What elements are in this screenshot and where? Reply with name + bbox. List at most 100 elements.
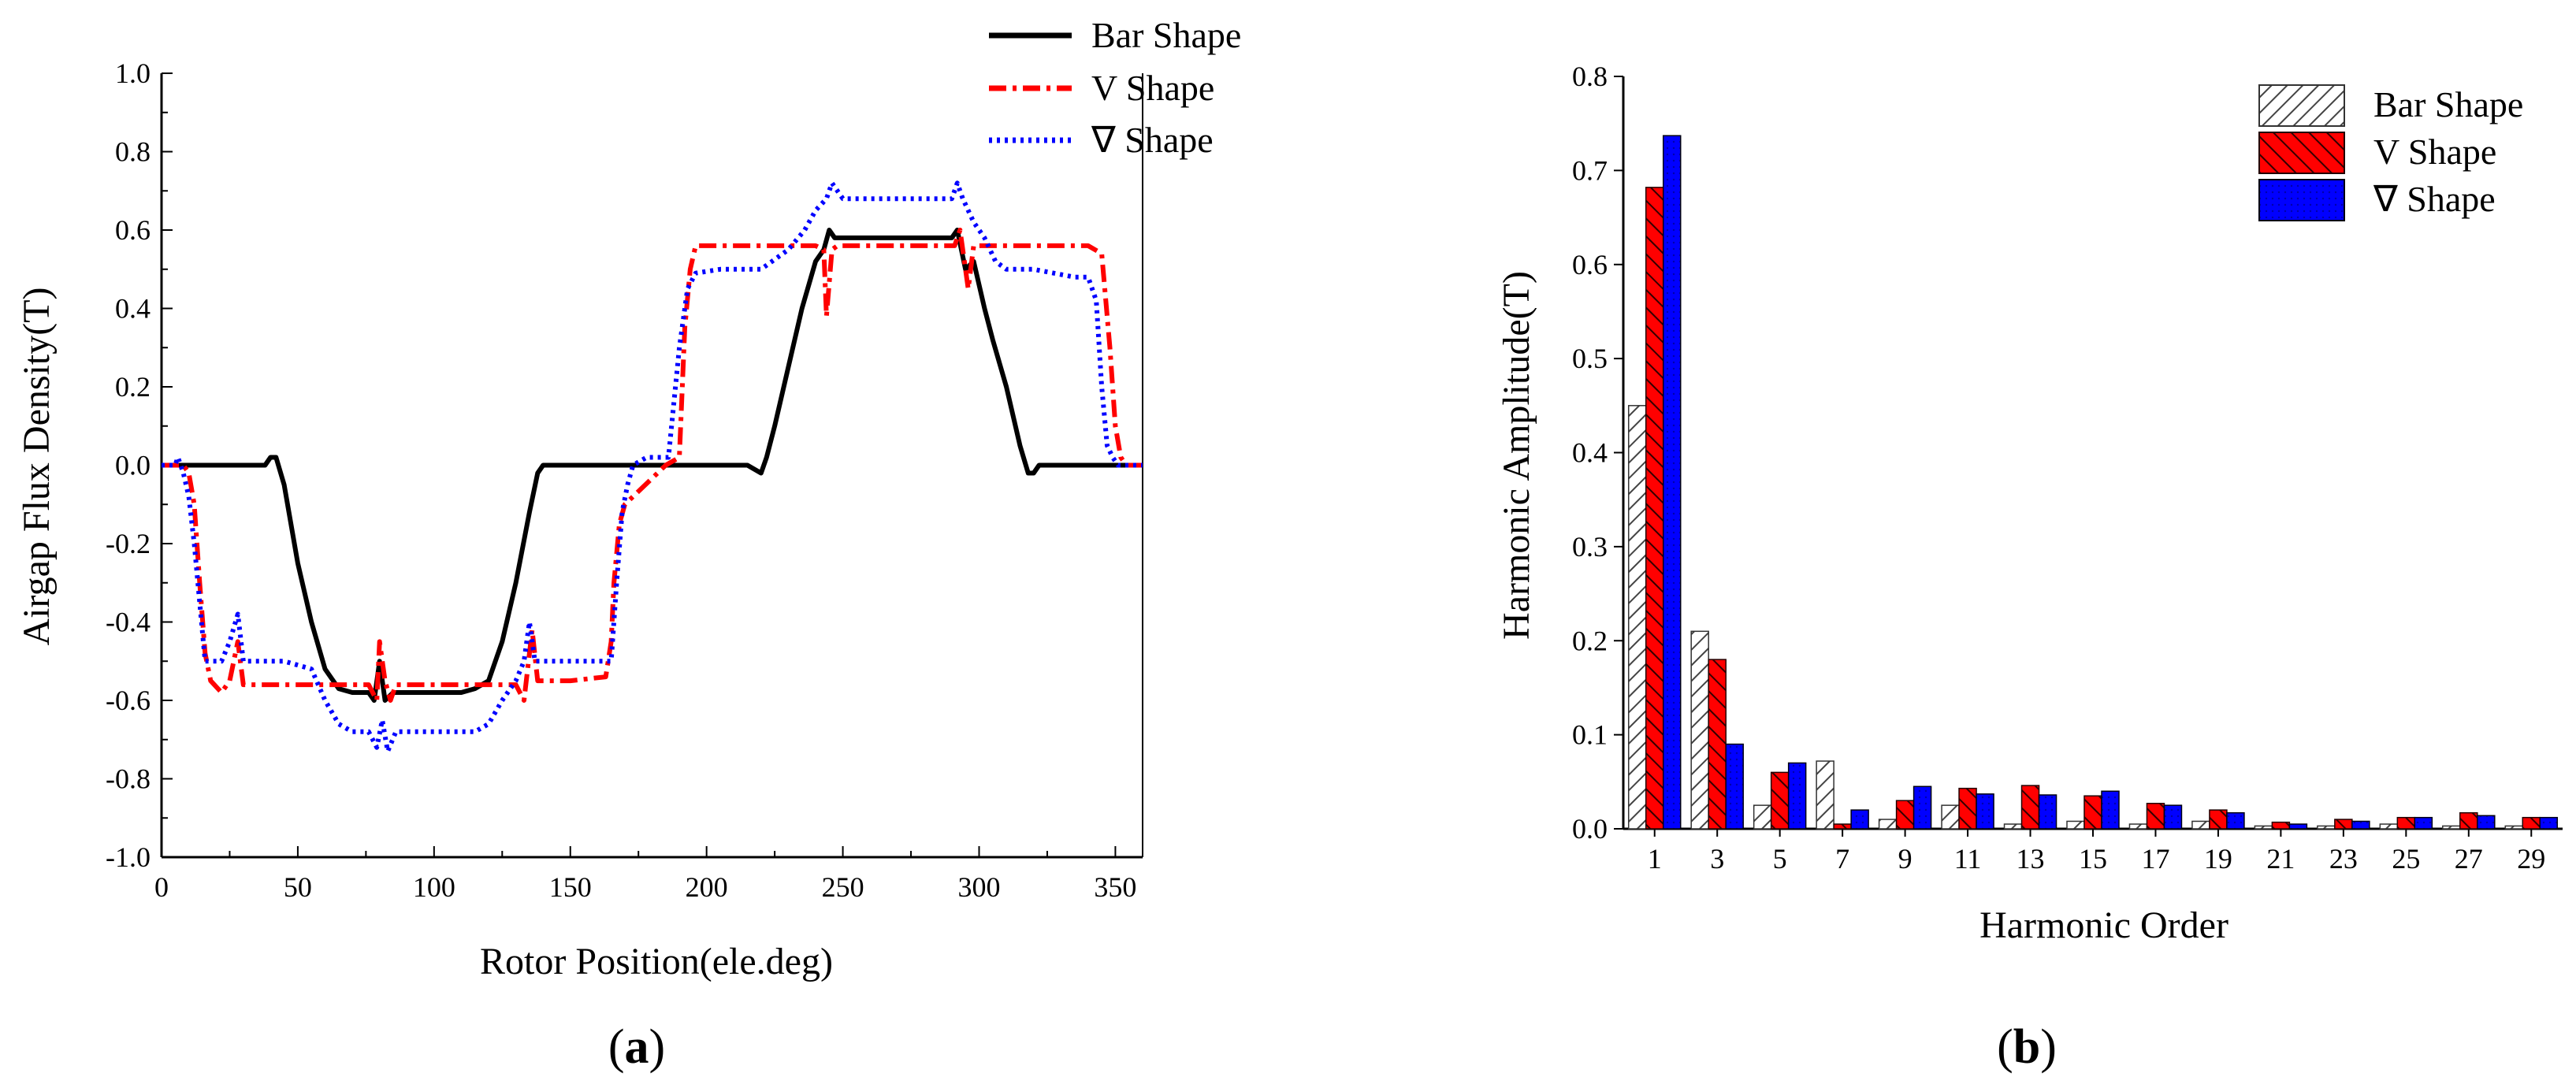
chart-b-bar-2 bbox=[1850, 809, 1869, 830]
chart-b-bar-1 bbox=[2522, 816, 2541, 830]
chart-b-bar-1 bbox=[2020, 785, 2040, 830]
chart-a-ytick-label: 0.4 bbox=[115, 293, 151, 325]
chart-a-ytick-label: 1.0 bbox=[115, 58, 151, 89]
chart-a-xtick-label: 50 bbox=[284, 871, 312, 903]
chart-b-bar-1 bbox=[2209, 809, 2228, 830]
chart-a-ytick-label: 0.8 bbox=[115, 136, 151, 168]
chart-b-bar-2 bbox=[1976, 793, 1994, 830]
chart-b-bar-1 bbox=[1895, 800, 1915, 830]
chart-b-bar-0 bbox=[2066, 820, 2085, 830]
chart-b-xtick-label: 11 bbox=[1954, 843, 1982, 874]
chart-a-legend-label-2: ∇ Shape bbox=[1091, 120, 1214, 160]
chart-b-axes: 0.00.10.20.30.40.50.60.70.81 3 5 7 9 11 13 15 17… bbox=[1572, 61, 2563, 874]
chart-a-xtick-label: 200 bbox=[686, 871, 728, 903]
chart-b-xtick-label: 1 bbox=[1648, 843, 1662, 874]
chart-b-bar-1 bbox=[1708, 659, 1727, 830]
chart-b-bar-0 bbox=[1690, 630, 1709, 830]
chart-b-bar-2 bbox=[2038, 794, 2057, 830]
chart-b-bar-2 bbox=[2226, 811, 2245, 830]
chart-a-ytick-label: 0.2 bbox=[115, 371, 151, 403]
chart-a-xtick-label: 300 bbox=[958, 871, 1001, 903]
chart-b-legend-swatch-2 bbox=[2258, 179, 2345, 221]
chart-b-xtick-label: 5 bbox=[1773, 843, 1787, 874]
chart-b-bar-2 bbox=[2288, 823, 2308, 830]
chart-b-ytick-label: 0.3 bbox=[1572, 531, 1608, 563]
chart-b-xtick-label: 27 bbox=[2455, 843, 2483, 874]
chart-b: 0.00.10.20.30.40.50.60.70.81 3 5 7 9 11 13 15 17… bbox=[1496, 61, 2563, 1074]
chart-b-legend: Bar Shape V Shape ∇ Shape bbox=[2258, 84, 2523, 221]
chart-a-ytick-label: 0.0 bbox=[115, 450, 151, 481]
chart-b-bar-2 bbox=[2101, 790, 2120, 830]
chart-b-legend-label-2: ∇ Shape bbox=[2373, 179, 2496, 219]
chart-b-bar-1 bbox=[2271, 821, 2291, 830]
chart-b-bar-0 bbox=[2003, 823, 2023, 830]
chart-b-ytick-label: 0.4 bbox=[1572, 437, 1608, 469]
chart-a-xtick-label: 0 bbox=[154, 871, 169, 903]
chart-a-legend: Bar Shape V Shape ∇ Shape bbox=[989, 15, 1241, 160]
chart-b-bar-0 bbox=[1816, 760, 1834, 830]
chart-a-ytick-label: -0.6 bbox=[106, 685, 151, 716]
chart-a-legend-label-0: Bar Shape bbox=[1091, 15, 1241, 55]
chart-a-xtick-label: 100 bbox=[413, 871, 455, 903]
chart-b-bar-1 bbox=[2396, 816, 2416, 830]
chart-a-xtick-label: 250 bbox=[822, 871, 864, 903]
chart-b-legend-swatch-1 bbox=[2258, 132, 2345, 174]
chart-b-panel-letter: b bbox=[2013, 1020, 2040, 1074]
chart-a-series-line-2 bbox=[162, 180, 1143, 754]
chart-b-bar-0 bbox=[1753, 804, 1772, 830]
chart-b-bar-0 bbox=[1941, 804, 1960, 830]
chart-a-ytick-label: -0.4 bbox=[106, 607, 151, 638]
chart-b-bar-0 bbox=[2442, 825, 2461, 830]
chart-b-bar-2 bbox=[2539, 816, 2559, 830]
chart-b-ytick-label: 0.8 bbox=[1572, 61, 1608, 92]
chart-a-series bbox=[162, 180, 1143, 754]
chart-b-bar-0 bbox=[1878, 819, 1898, 830]
chart-b-xtick-label: 9 bbox=[1898, 843, 1912, 874]
chart-b-xtick-label: 21 bbox=[2266, 843, 2295, 874]
chart-b-ytick-label: 0.6 bbox=[1572, 249, 1608, 280]
chart-a-ytick-label: -0.2 bbox=[106, 528, 151, 559]
chart-a-xtick-label: 150 bbox=[549, 871, 592, 903]
chart-a-legend-label-1: V Shape bbox=[1091, 68, 1214, 108]
chart-b-bar-0 bbox=[2504, 825, 2524, 830]
chart-b-bar-1 bbox=[2083, 795, 2102, 830]
chart-b-bar-2 bbox=[1787, 762, 1807, 830]
chart-b-bar-2 bbox=[1662, 135, 1682, 830]
chart-b-bar-0 bbox=[2128, 823, 2148, 830]
chart-b-xtick-label: 19 bbox=[2204, 843, 2232, 874]
chart-a-xlabel: Rotor Position(ele.deg) bbox=[480, 941, 833, 982]
chart-b-bar-2 bbox=[2351, 820, 2370, 830]
chart-a: 0 50 100 150 200 250 300 350 -1.0 -0.8 -0.6 -0.4 -0.… bbox=[16, 15, 1241, 1074]
chart-a-ytick-label: -1.0 bbox=[106, 841, 151, 873]
chart-a-xtick-label: 350 bbox=[1094, 871, 1136, 903]
chart-a-ylabel: Airgap Flux Density(T) bbox=[16, 287, 58, 645]
chart-b-legend-label-0: Bar Shape bbox=[2373, 84, 2523, 124]
chart-b-xlabel: Harmonic Order bbox=[1979, 904, 2228, 946]
chart-b-xtick-label: 23 bbox=[2329, 843, 2358, 874]
chart-b-xtick-label: 25 bbox=[2392, 843, 2420, 874]
chart-b-legend-swatch-0 bbox=[2258, 84, 2345, 127]
chart-b-bar-2 bbox=[2477, 815, 2496, 830]
chart-b-xtick-label: 29 bbox=[2517, 843, 2545, 874]
chart-a-panel-label: (a) bbox=[608, 1020, 665, 1074]
chart-b-xtick-label: 15 bbox=[2079, 843, 2107, 874]
chart-b-bar-2 bbox=[2163, 804, 2183, 830]
chart-a-ytick-label: -0.8 bbox=[106, 763, 151, 795]
chart-b-bar-0 bbox=[1627, 405, 1647, 830]
chart-b-ytick-label: 0.5 bbox=[1572, 343, 1608, 374]
chart-b-xtick-label: 3 bbox=[1710, 843, 1724, 874]
chart-b-bar-1 bbox=[1645, 187, 1664, 830]
chart-b-ylabel: Harmonic Amplitude(T) bbox=[1496, 271, 1537, 640]
chart-b-ytick-label: 0.7 bbox=[1572, 154, 1608, 186]
chart-b-legend-label-1: V Shape bbox=[2373, 132, 2496, 172]
chart-b-bar-2 bbox=[1725, 743, 1744, 830]
chart-a-series-line-1 bbox=[162, 228, 1143, 703]
chart-b-bar-1 bbox=[1770, 771, 1790, 830]
chart-b-bar-1 bbox=[1958, 787, 1977, 830]
chart-b-xtick-label: 17 bbox=[2141, 843, 2169, 874]
chart-b-bars bbox=[1627, 135, 2559, 830]
chart-b-bar-1 bbox=[1833, 823, 1852, 830]
chart-b-ytick-label: 0.2 bbox=[1572, 625, 1608, 656]
chart-b-bar-0 bbox=[2379, 823, 2399, 830]
